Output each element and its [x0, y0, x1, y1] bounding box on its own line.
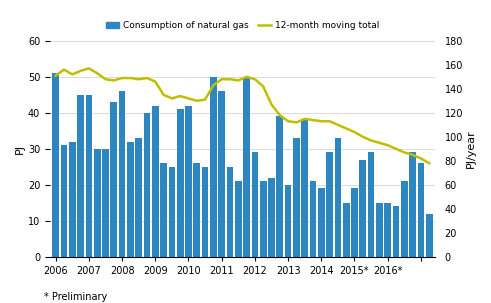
Bar — [243, 77, 250, 257]
Bar — [110, 102, 117, 257]
Bar — [409, 152, 416, 257]
Legend: Consumption of natural gas, 12-month moving total: Consumption of natural gas, 12-month mov… — [102, 17, 382, 33]
Bar — [53, 73, 59, 257]
Bar — [376, 203, 382, 257]
Bar — [119, 91, 125, 257]
Bar — [152, 106, 159, 257]
Text: * Preliminary: * Preliminary — [44, 292, 108, 302]
Bar — [401, 181, 408, 257]
Bar — [326, 152, 333, 257]
Bar — [160, 163, 167, 257]
Bar — [61, 145, 67, 257]
Bar — [136, 138, 142, 257]
Bar — [102, 149, 109, 257]
Bar — [276, 116, 283, 257]
Bar — [268, 178, 275, 257]
Bar — [77, 95, 84, 257]
Bar — [293, 138, 300, 257]
Bar — [177, 109, 184, 257]
Bar — [168, 167, 175, 257]
Bar — [235, 181, 242, 257]
Bar — [393, 206, 399, 257]
Bar — [334, 138, 341, 257]
Bar — [227, 167, 233, 257]
Bar — [351, 188, 358, 257]
Bar — [185, 106, 192, 257]
Bar — [285, 185, 291, 257]
Bar — [127, 142, 134, 257]
Y-axis label: PJ: PJ — [15, 144, 25, 154]
Bar — [94, 149, 101, 257]
Bar — [193, 163, 200, 257]
Bar — [359, 160, 366, 257]
Bar — [210, 77, 217, 257]
Bar — [301, 120, 308, 257]
Bar — [384, 203, 391, 257]
Bar — [343, 203, 350, 257]
Bar — [310, 181, 316, 257]
Bar — [144, 113, 150, 257]
Bar — [417, 163, 424, 257]
Bar — [368, 152, 375, 257]
Bar — [251, 152, 258, 257]
Bar — [85, 95, 92, 257]
Bar — [218, 91, 225, 257]
Bar — [318, 188, 325, 257]
Bar — [260, 181, 267, 257]
Bar — [426, 214, 433, 257]
Bar — [202, 167, 208, 257]
Y-axis label: PJ/year: PJ/year — [466, 129, 476, 168]
Bar — [69, 142, 76, 257]
